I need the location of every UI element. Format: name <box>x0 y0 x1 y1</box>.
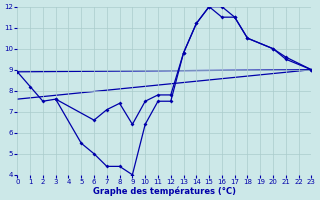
X-axis label: Graphe des températures (°C): Graphe des températures (°C) <box>93 186 236 196</box>
